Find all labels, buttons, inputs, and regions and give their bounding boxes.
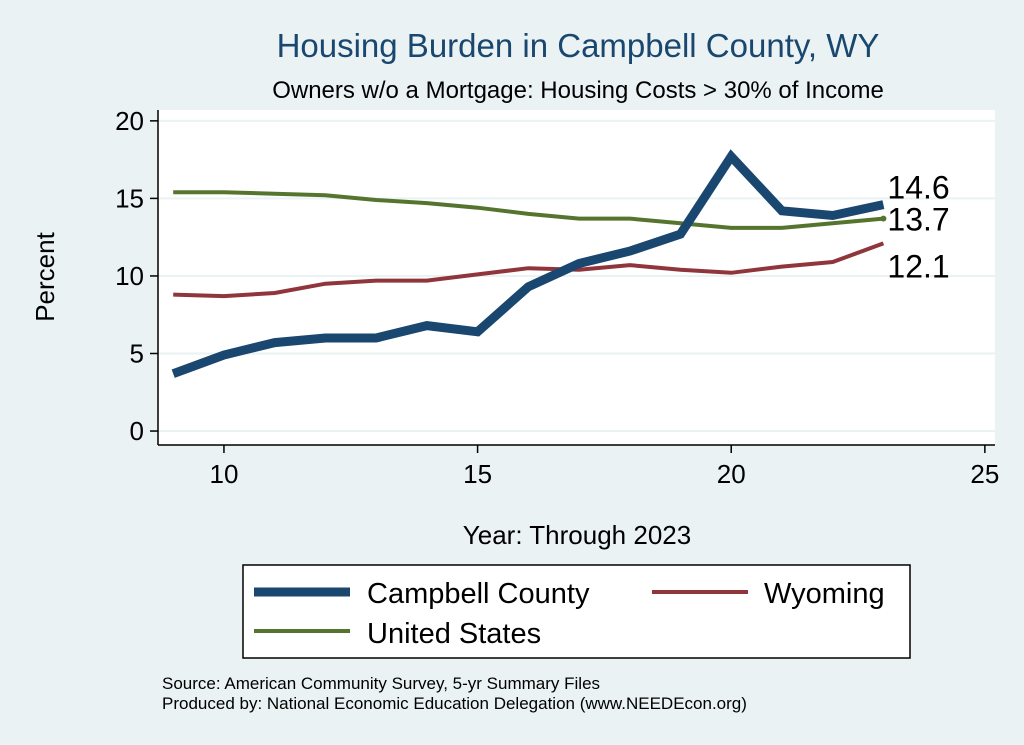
y-tick-label: 5 xyxy=(130,338,144,368)
x-tick-label: 15 xyxy=(463,459,492,489)
y-tick-label: 20 xyxy=(115,106,144,136)
producer-note: Produced by: National Economic Education… xyxy=(162,694,747,713)
x-tick-label: 25 xyxy=(970,459,999,489)
chart-title: Housing Burden in Campbell County, WY xyxy=(277,27,880,64)
legend: Campbell County Wyoming United States xyxy=(242,564,911,659)
x-tick-label: 20 xyxy=(717,459,746,489)
chart-subtitle: Owners w/o a Mortgage: Housing Costs > 3… xyxy=(272,77,884,104)
end-labels: 14.6 12.1 13.7 xyxy=(887,170,949,285)
series-lines xyxy=(171,149,887,378)
y-tick-label: 15 xyxy=(115,183,144,213)
legend-label-united-states: United States xyxy=(367,618,541,650)
end-label-campbell-county: 14.6 xyxy=(887,170,949,206)
legend-label-wyoming: Wyoming xyxy=(764,578,885,610)
series-end-marker-united-states xyxy=(880,215,887,222)
series-line-wyoming xyxy=(173,241,885,299)
series-line-campbell-county xyxy=(171,149,885,378)
y-tick-label: 10 xyxy=(115,261,144,291)
legend-label-campbell-county: Campbell County xyxy=(367,578,590,610)
source-note: Source: American Community Survey, 5-yr … xyxy=(162,674,600,693)
series-line-united-states xyxy=(173,190,884,230)
axes: 0 5 10 15 20 10 15 20 25 xyxy=(115,106,999,489)
plot-area xyxy=(158,110,995,445)
end-label-united-states: 13.7 xyxy=(887,202,949,238)
gridlines xyxy=(158,119,995,433)
y-tick-label: 0 xyxy=(130,416,144,446)
x-axis-title: Year: Through 2023 xyxy=(463,520,691,550)
x-tick-label: 10 xyxy=(209,459,238,489)
y-axis-title: Percent xyxy=(30,231,60,321)
legend-box xyxy=(242,564,911,659)
end-label-wyoming: 12.1 xyxy=(887,248,949,284)
